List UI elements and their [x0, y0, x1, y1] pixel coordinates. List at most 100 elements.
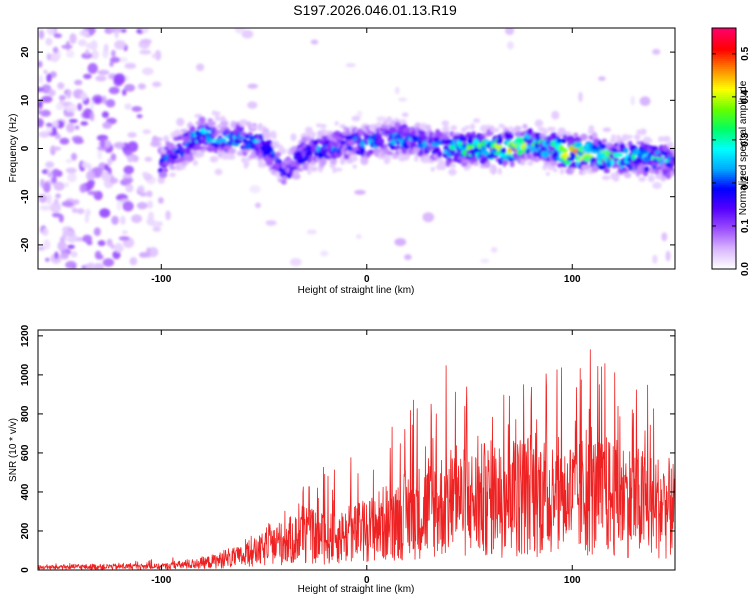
spectrogram-ridge-cell	[239, 119, 248, 125]
spectrogram-ridge-cell	[527, 160, 534, 166]
spectrogram-noise-cell	[122, 177, 134, 183]
spectrogram-ridge-cell	[214, 115, 221, 121]
x-tick-label: 0	[364, 575, 370, 586]
spectrogram-ridge-cell	[383, 143, 388, 148]
colorbar-step	[712, 42, 736, 45]
spectrogram-ridge-cell	[647, 174, 655, 183]
colorbar-step	[712, 132, 736, 136]
spectrogram-ridge-cell	[623, 147, 629, 154]
spectrogram-ridge-cell	[197, 150, 205, 158]
x-tick-label: -100	[151, 274, 171, 285]
spectrogram-noise-cell	[142, 129, 151, 134]
colorbar-step	[712, 136, 736, 140]
colorbar-step	[712, 66, 736, 69]
spectrogram-noise-cell	[109, 177, 119, 184]
spectrogram-noise-cell	[111, 49, 116, 58]
spectrogram-ridge-cell	[588, 125, 595, 133]
spectrogram-ridge-cell	[504, 160, 509, 165]
spectrogram-noise-cell	[58, 214, 64, 223]
spectrogram-noise-cell	[108, 86, 120, 95]
spectrogram-ridge-cell	[305, 151, 313, 157]
colorbar-step	[712, 118, 736, 121]
spectrogram-ridge-cell	[163, 135, 170, 142]
colorbar-step	[712, 40, 736, 43]
spectrogram-noise-cell	[43, 239, 51, 250]
colorbar-frame	[711, 27, 737, 270]
spectrogram-noise-cell	[249, 185, 261, 194]
spectrogram-noise-cell	[102, 95, 107, 105]
spectrogram-ridge-cell	[643, 166, 650, 173]
spectrogram-ridge-cell	[376, 137, 385, 145]
spectrogram-ridge-cell	[431, 141, 440, 147]
spectrogram-noise-cell	[665, 250, 671, 262]
spectrogram-ridge-cell	[581, 164, 588, 171]
colorbar-step	[712, 128, 736, 132]
spectrogram-noise-cell	[87, 180, 96, 185]
spectrogram-ridge-cell	[167, 142, 175, 151]
spectrogram-noise-cell	[490, 246, 498, 253]
spectrogram-noise-cell	[247, 83, 258, 89]
spectrogram-ridge-cell	[262, 131, 272, 140]
spectrogram-noise-cell	[65, 167, 77, 174]
spectrogram-ridge-cell	[239, 131, 247, 137]
spectrogram-noise-cell	[61, 200, 74, 207]
spectrogram-ridge-cell	[386, 151, 394, 156]
spectrogram-noise-cell	[356, 234, 362, 240]
spectrogram-noise-cell	[89, 111, 95, 122]
spectrogram-noise-cell	[131, 106, 143, 112]
spectrogram-noise-cell	[103, 43, 109, 53]
spectrogram-noise-cell	[598, 76, 606, 81]
spectrogram-ridge-cell	[639, 128, 647, 136]
spectrogram-ridge-cell	[553, 167, 558, 173]
spectrogram-noise-cell	[79, 183, 87, 193]
spectrogram-ridge-cell	[533, 157, 540, 163]
spectrogram-noise-cell	[67, 244, 75, 249]
spectrogram-noise-cell	[90, 100, 95, 110]
spectrogram-noise-cell	[49, 202, 62, 213]
spectrogram-ridge-cell	[461, 127, 467, 133]
spectrogram-ridge-cell	[163, 168, 168, 173]
spectrogram-noise-cell	[41, 95, 53, 103]
spectrogram-ridge-cell	[450, 125, 458, 131]
colorbar-step	[712, 212, 736, 216]
spectrogram-ridge-cell	[441, 163, 447, 171]
spectrogram-noise-cell	[73, 138, 84, 145]
colorbar-step	[712, 88, 736, 91]
spectrogram-ridge-cell	[599, 143, 608, 149]
spectrogram-noise-cell	[97, 69, 110, 76]
colorbar-step	[712, 138, 736, 142]
colorbar-step	[712, 34, 736, 37]
spectrogram-ridge-cell	[388, 126, 397, 135]
colorbar-step	[712, 94, 736, 97]
spectrogram-noise-cell	[97, 145, 108, 151]
spectrogram-ridge-cell	[603, 168, 610, 174]
spectrogram-ridge-cell	[442, 125, 450, 134]
spectrogram-noise-cell	[394, 238, 407, 247]
spectrogram-ridge-cell	[611, 134, 616, 140]
spectrogram-noise-cell	[146, 190, 153, 198]
snr-y-label: SNR (10 * v/v)	[8, 418, 19, 482]
spectrogram-noise-cell	[124, 84, 136, 92]
spectrogram-noise-cell	[127, 132, 137, 138]
colorbar-step	[712, 142, 736, 146]
spectrogram-noise-cell	[480, 258, 490, 264]
y-tick-label: 0	[20, 567, 31, 573]
spectrogram-noise-cell	[137, 185, 145, 194]
spectrogram-noise-cell	[120, 215, 126, 225]
spectrogram-noise-cell	[80, 92, 88, 101]
colorbar-step	[712, 38, 736, 41]
colorbar-step	[712, 120, 736, 123]
spectrogram-noise-cell	[639, 96, 651, 106]
spectrogram-noise-cell	[422, 212, 435, 223]
y-tick-label: -10	[20, 189, 31, 204]
spectrogram-ridge-cell	[414, 154, 419, 162]
colorbar-gradient	[712, 28, 736, 270]
spectrogram-ridge-cell	[274, 171, 280, 178]
spectrogram-noise-cell	[136, 202, 148, 210]
spectrogram-noise-cell	[97, 240, 106, 247]
spectrogram-noise-cell	[97, 150, 103, 160]
spectrogram-ridge-cell	[319, 124, 327, 129]
snr-panel: -100 0 100 0 200 400 600 800 1000 1200 Height of…	[8, 324, 676, 595]
spectrogram-ridge-cell	[631, 153, 636, 161]
spectrogram-noise-cell	[39, 205, 51, 211]
